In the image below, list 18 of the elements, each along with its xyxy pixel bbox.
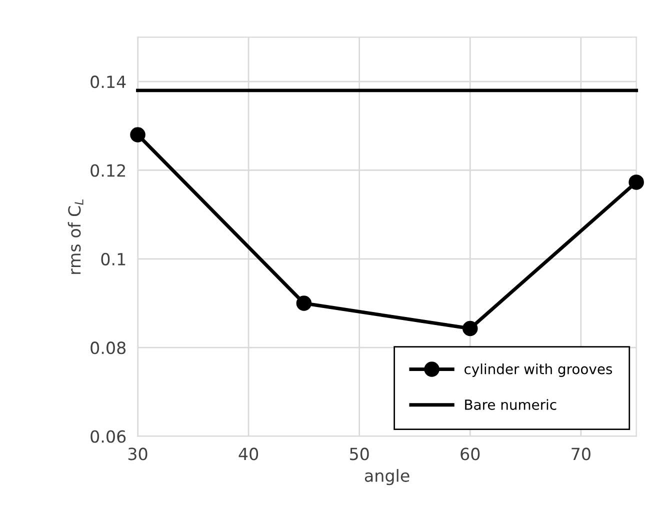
point: [130, 127, 146, 142]
x-tick-label: 60: [460, 448, 480, 460]
y-tick-label: 0.14: [90, 76, 126, 88]
x-axis-title: angle: [364, 469, 410, 486]
y-tick-label: 0.1: [101, 252, 126, 266]
x-tick-label: 50: [350, 448, 369, 460]
y-tick-label: 0.06: [90, 430, 126, 443]
y-tick-label: 0.12: [90, 164, 125, 177]
point: [462, 320, 478, 336]
x-tick-label: 40: [238, 448, 258, 460]
x-tick-label: 70: [572, 448, 590, 460]
x-tick-label: 30: [128, 448, 148, 460]
y-tick-label: 0.08: [90, 342, 126, 354]
legend-label: cylinder with grooves: [464, 364, 612, 377]
point: [296, 296, 312, 311]
point: [628, 174, 644, 190]
y-axis-title: rms of C$_{L}$: [68, 199, 84, 274]
legend-label: Bare numeric: [465, 399, 556, 410]
